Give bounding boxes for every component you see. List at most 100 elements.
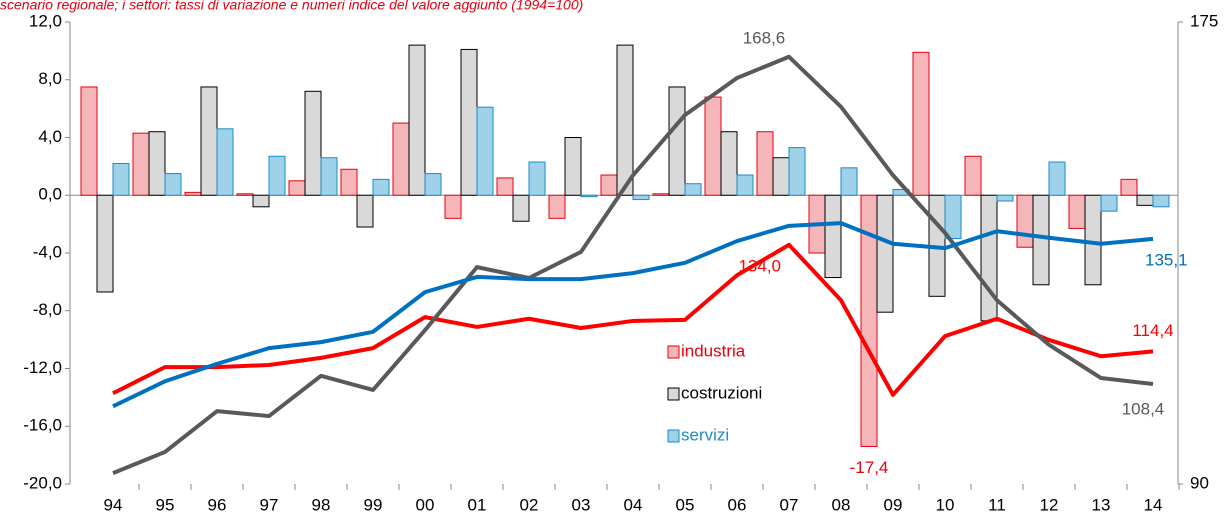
x-tick-label: 13 xyxy=(1092,495,1111,514)
data-label: 114,4 xyxy=(1132,321,1173,340)
bar xyxy=(668,86,686,196)
bar xyxy=(652,193,670,196)
bar xyxy=(1100,194,1118,212)
bar xyxy=(632,194,650,201)
y-tick-label: -16,0 xyxy=(23,416,62,435)
x-tick-label: 05 xyxy=(676,495,695,514)
bar xyxy=(252,194,270,208)
x-tick-label: 03 xyxy=(572,495,591,514)
bar xyxy=(964,155,982,196)
bar xyxy=(788,147,806,196)
x-tick-label: 02 xyxy=(520,495,539,514)
x-tick-label: 04 xyxy=(624,495,643,514)
bar xyxy=(408,44,426,196)
bar xyxy=(616,44,634,196)
legend-label: servizi xyxy=(681,425,729,444)
bar xyxy=(564,137,582,196)
x-tick-label: 98 xyxy=(312,495,331,514)
y-tick-label: 8,0 xyxy=(38,69,62,88)
x-tick-label: 08 xyxy=(832,495,851,514)
x-tick-label: 94 xyxy=(104,495,123,514)
bar xyxy=(772,157,790,196)
bar xyxy=(1032,194,1050,286)
bar xyxy=(444,194,462,219)
bar xyxy=(184,191,202,196)
x-tick-label: 01 xyxy=(468,495,487,514)
bar xyxy=(356,194,374,228)
y-tick-label: 4,0 xyxy=(38,127,62,146)
line xyxy=(112,242,1154,397)
x-tick-label: 06 xyxy=(728,495,747,514)
bar xyxy=(580,194,598,198)
bar xyxy=(476,106,494,196)
bar xyxy=(512,194,530,222)
bar xyxy=(288,180,306,196)
line xyxy=(112,221,1154,409)
bar xyxy=(320,157,338,196)
y-tick-label: -12,0 xyxy=(23,358,62,377)
bar xyxy=(372,178,390,196)
legend-label: costruzioni xyxy=(681,383,762,402)
bar xyxy=(944,194,962,240)
bar xyxy=(96,194,114,293)
bar xyxy=(268,155,286,196)
bar xyxy=(340,168,358,196)
legend-swatch xyxy=(667,345,680,359)
y-tick-label: 0,0 xyxy=(38,185,62,204)
data-label: -17,4 xyxy=(850,458,889,477)
x-tick-label: 99 xyxy=(364,495,383,514)
x-tick-label: 11 xyxy=(988,495,1006,514)
bar xyxy=(736,174,754,196)
bar xyxy=(216,128,234,196)
bar xyxy=(424,173,442,196)
bar xyxy=(528,161,546,196)
x-tick-label: 12 xyxy=(1040,495,1059,514)
data-label: 108,4 xyxy=(1122,399,1165,418)
bar xyxy=(112,162,130,196)
y2-tick-label: 175 xyxy=(1190,11,1218,30)
bar xyxy=(824,194,842,279)
chart-title: scenario regionale; i settori: tassi di … xyxy=(0,0,583,13)
x-tick-label: 10 xyxy=(936,495,955,514)
bar xyxy=(148,131,166,196)
bar xyxy=(912,51,930,196)
bar xyxy=(164,173,182,196)
legend-swatch xyxy=(667,429,680,443)
bar xyxy=(756,131,774,196)
bar xyxy=(1152,194,1170,208)
bar xyxy=(304,90,322,196)
bar xyxy=(80,86,98,196)
y-tick-label: -20,0 xyxy=(23,473,62,492)
bar xyxy=(704,96,722,196)
y-tick-label: -8,0 xyxy=(33,300,62,319)
data-label: 134,0 xyxy=(738,256,781,275)
bar xyxy=(1068,194,1086,229)
bar xyxy=(548,194,566,219)
bar xyxy=(980,194,998,322)
y-tick-label: 12,0 xyxy=(29,11,62,30)
bar xyxy=(496,177,514,196)
legend-swatch xyxy=(667,387,680,401)
data-label: 135,1 xyxy=(1145,250,1188,269)
x-tick-label: 14 xyxy=(1144,495,1163,514)
legend-label: industria xyxy=(681,341,746,360)
bar xyxy=(392,122,410,196)
bar xyxy=(236,193,254,196)
x-tick-label: 07 xyxy=(780,495,799,514)
bar xyxy=(720,131,738,196)
bar xyxy=(840,167,858,196)
bar xyxy=(1136,194,1154,206)
bar xyxy=(876,194,894,313)
bar xyxy=(460,48,478,196)
y-tick-label: -4,0 xyxy=(33,242,62,261)
bar xyxy=(996,194,1014,202)
x-tick-label: 95 xyxy=(156,495,175,514)
x-tick-label: 09 xyxy=(884,495,903,514)
bar xyxy=(200,86,218,196)
bar xyxy=(1120,178,1138,196)
bar xyxy=(1084,194,1102,286)
line xyxy=(112,54,1154,475)
bar xyxy=(1048,161,1066,196)
y2-tick-label: 90 xyxy=(1190,473,1209,492)
